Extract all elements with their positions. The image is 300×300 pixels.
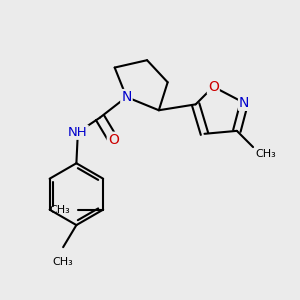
Text: O: O (108, 133, 118, 147)
Text: N: N (239, 96, 249, 110)
Text: NH: NH (68, 126, 88, 139)
Text: CH₃: CH₃ (255, 148, 276, 158)
Text: CH₃: CH₃ (53, 257, 74, 268)
Text: N: N (121, 90, 132, 104)
Text: O: O (208, 80, 219, 94)
Text: CH₃: CH₃ (50, 205, 70, 214)
